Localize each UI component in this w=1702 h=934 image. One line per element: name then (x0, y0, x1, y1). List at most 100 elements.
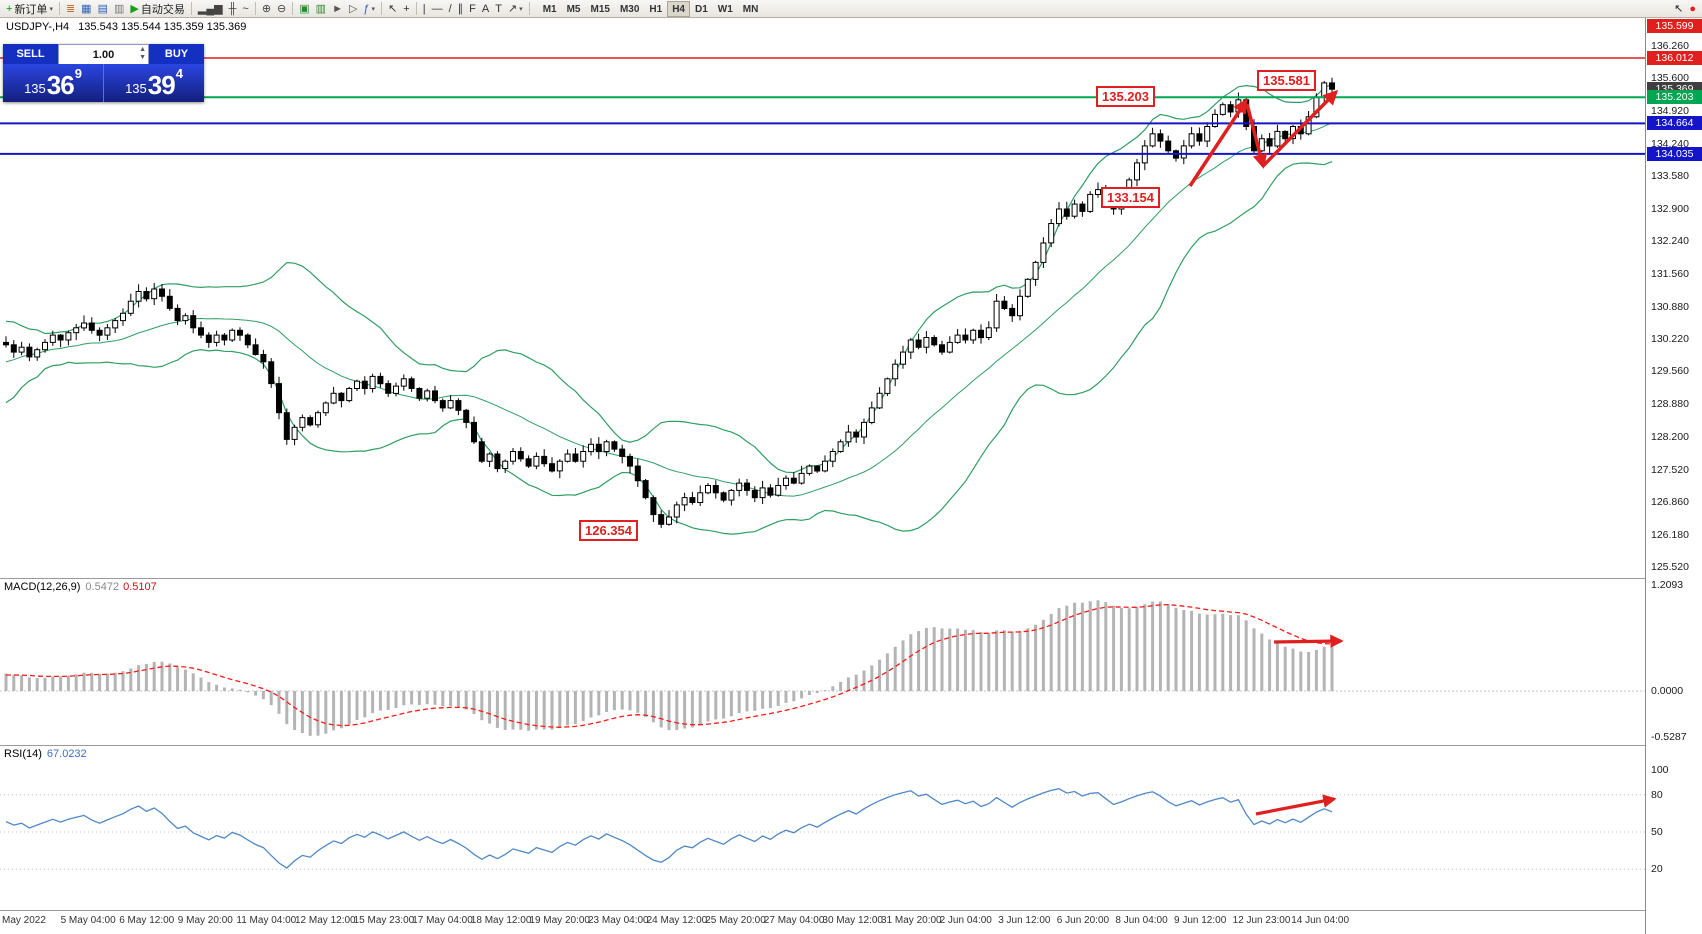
tf-m1-button[interactable]: M1 (542, 3, 557, 15)
cascade-windows-icon: ▥ (315, 2, 327, 15)
price-scale[interactable]: 136.260 135.600 134.920 134.240 133.580 132.9… (1645, 18, 1702, 934)
tf-m5-button[interactable]: M5 (566, 3, 581, 15)
volume-decrease-button[interactable]: ▼ (139, 54, 146, 61)
volume-increase-button[interactable]: ▲ (139, 46, 146, 53)
chart-canvas[interactable] (0, 0, 1645, 934)
time-label: 6 Jun 20:00 (1056, 915, 1110, 926)
zoom-out-button[interactable]: ⊖ (274, 1, 289, 17)
arrows-tool-button[interactable]: ↗ ▾ (505, 1, 526, 17)
tile-windows-button[interactable]: ▣ (296, 1, 312, 17)
trend-arrow[interactable] (1261, 89, 1339, 168)
crosshair-icon: + (403, 2, 410, 15)
toolbar-separator (381, 2, 383, 15)
line-chart-icon: ~ (242, 2, 249, 15)
bollinger-middle-band (5, 122, 1333, 497)
text-icon: A (481, 2, 490, 15)
cursor-icon: ↖ (388, 2, 398, 15)
rsi-scale-tick: 20 (1651, 863, 1663, 876)
macd-name: MACD(12,26,9) (4, 581, 81, 593)
data-window-button[interactable]: ▦ (78, 1, 94, 17)
timeframe-buttons: M1 M5 M15 M30 H1 H4 D1 W1 MN (538, 0, 764, 17)
line-chart-button[interactable]: ~ (239, 1, 251, 17)
tf-d1-button[interactable]: D1 (695, 3, 708, 15)
tf-h4-button[interactable]: H4 (667, 0, 690, 17)
zoom-in-icon: ⊕ (261, 2, 272, 15)
auto-scroll-button[interactable]: ► (329, 1, 346, 17)
time-label: 12 Jun 23:00 (1232, 915, 1291, 926)
panel-separator[interactable] (0, 745, 1702, 746)
auto-scroll-icon: ► (332, 2, 343, 15)
cursor-button[interactable]: ↖ (385, 1, 400, 17)
macd-arrow[interactable] (1273, 634, 1344, 648)
market-watch-icon: ≣ (65, 2, 76, 15)
cascade-windows-button[interactable]: ▥ (313, 1, 329, 17)
trend-arrow[interactable] (1188, 98, 1248, 187)
price-marker[interactable]: 135.203 (1647, 90, 1702, 105)
time-label: 24 May 12:00 (646, 915, 708, 926)
panel-separator[interactable] (0, 578, 1702, 579)
new-order-button[interactable]: + 新订单 ▾ (3, 1, 56, 17)
terminal-icon: ▥ (113, 2, 125, 15)
text-label-button[interactable]: T (492, 1, 505, 17)
rsi-line (5, 788, 1333, 869)
market-watch-button[interactable]: ≣ (63, 1, 78, 17)
time-label: 12 May 12:00 (295, 915, 356, 926)
tf-m30-button[interactable]: M30 (619, 3, 640, 15)
toolbar-separator (58, 2, 60, 15)
ask-price[interactable]: 135 39 4 (103, 64, 204, 102)
chart-symbol-period: USDJPY-,H4 (6, 21, 70, 33)
tf-h1-button[interactable]: H1 (649, 3, 663, 15)
macd-scale-tick: 0.0000 (1651, 685, 1684, 697)
price-callout[interactable]: 126.354 (579, 520, 638, 541)
bar-chart-button[interactable]: ▂▄▆ (195, 1, 226, 17)
volume-input[interactable]: 1.00 (92, 48, 115, 61)
trend-arrow[interactable] (1245, 103, 1268, 169)
toolbar-separator (254, 2, 256, 15)
arrows-tool-icon: ↗ (507, 2, 518, 15)
alert-icon: ● (1689, 2, 1696, 15)
vertical-line-button[interactable]: | (420, 1, 429, 17)
price-marker[interactable]: 134.035 (1647, 146, 1702, 161)
trendline-button[interactable]: / (446, 1, 455, 17)
autotrading-button[interactable]: ▶ 自动交易 (127, 1, 187, 17)
price-marker[interactable]: 136.012 (1647, 51, 1702, 66)
time-label: 5 May 04:00 (60, 915, 116, 926)
volume-stepper[interactable]: 1.00 ▲ ▼ (58, 44, 149, 64)
tf-mn-button[interactable]: MN (742, 3, 759, 15)
zoom-in-button[interactable]: ⊕ (259, 1, 274, 17)
rsi-scale-tick: 80 (1651, 788, 1663, 801)
time-axis[interactable]: May 2022 5 May 04:00 6 May 12:00 9 May 20:0… (0, 911, 1645, 934)
chevron-down-icon: ▾ (519, 5, 523, 13)
price-callout[interactable]: 135.581 (1257, 70, 1316, 91)
candlestick-chart-button[interactable]: ╫ (226, 1, 240, 17)
tf-m15-button[interactable]: M15 (590, 3, 610, 15)
terminal-button[interactable]: ▥ (111, 1, 127, 17)
navigator-button[interactable]: ▤ (95, 1, 111, 17)
buy-button[interactable]: BUY (149, 44, 204, 64)
price-tick: 131.560 (1651, 267, 1689, 280)
time-label: 31 May 20:00 (881, 915, 942, 926)
time-label: 9 Jun 12:00 (1174, 915, 1227, 926)
bid-price[interactable]: 135 36 9 (3, 64, 103, 102)
price-callout[interactable]: 133.154 (1101, 187, 1160, 208)
indicators-button[interactable]: ƒ ▾ (360, 1, 378, 17)
data-window-icon: ▦ (81, 2, 92, 15)
horizontal-line-button[interactable]: — (429, 1, 446, 17)
bollinger-upper-band (5, 83, 1333, 474)
price-tick: 133.580 (1651, 170, 1689, 182)
rsi-arrow[interactable] (1255, 794, 1337, 816)
price-marker[interactable]: 135.599 (1647, 19, 1702, 33)
equidistant-channel-button[interactable]: ∥ (455, 1, 467, 17)
chart-pointer-button[interactable]: ↖ (1671, 1, 1686, 17)
chart-shift-button[interactable]: ▷ (346, 1, 360, 17)
fibonacci-button[interactable]: F (466, 1, 479, 17)
alert-button[interactable]: ● (1686, 1, 1699, 17)
price-tick: 135.600 (1651, 72, 1689, 85)
sell-button[interactable]: SELL (3, 44, 58, 64)
price-marker[interactable]: 134.664 (1647, 116, 1702, 131)
text-button[interactable]: A (479, 1, 492, 17)
tf-w1-button[interactable]: W1 (717, 3, 733, 15)
crosshair-button[interactable]: + (400, 1, 412, 17)
chevron-down-icon: ▾ (49, 5, 53, 13)
price-callout[interactable]: 135.203 (1096, 86, 1155, 107)
